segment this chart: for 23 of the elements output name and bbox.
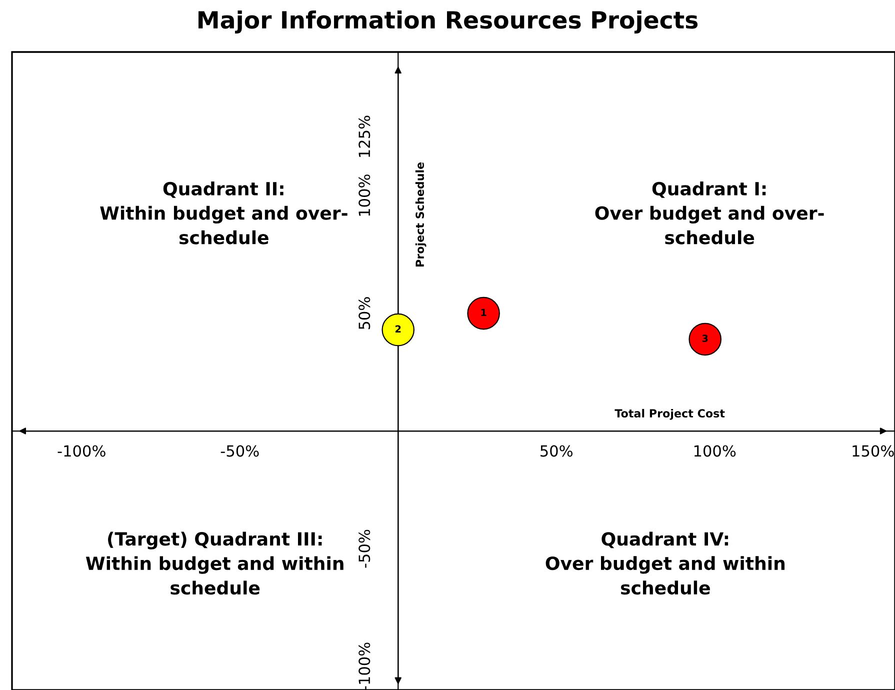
- chart-title: Major Information Resources Projects: [198, 10, 698, 34]
- y-tick-label: 100%: [358, 174, 370, 216]
- x-tick-label: -100%: [58, 445, 106, 457]
- point: [688, 322, 722, 356]
- x-tick-label: 150%: [852, 445, 894, 457]
- annotation: (Target) Quadrant III: Within budget and within schedule: [86, 532, 344, 595]
- annotation: 3: [702, 334, 708, 342]
- annotation: 2: [396, 325, 401, 332]
- y-tick-label: -100%: [358, 642, 370, 690]
- point: [382, 313, 415, 346]
- x-axis-title: Total Project Cost: [614, 408, 725, 420]
- y-tick-label: 50%: [358, 297, 370, 330]
- x-tick-label: -50%: [220, 445, 259, 457]
- x-tick-label: 100%: [694, 445, 736, 457]
- annotation: Quadrant I: Over budget and over- schedule: [595, 182, 824, 244]
- annotation: 1: [481, 308, 486, 316]
- y-tick-label: 125%: [358, 116, 370, 157]
- annotation: Quadrant II: Within budget and over- schedule: [100, 182, 348, 244]
- point: [467, 296, 500, 330]
- y-tick-label: -50%: [358, 530, 370, 568]
- x-tick-label: 50%: [540, 445, 572, 457]
- y-axis-title: Project Schedule: [415, 162, 426, 266]
- annotation: Quadrant IV: Over budget and within schedule: [546, 532, 785, 595]
